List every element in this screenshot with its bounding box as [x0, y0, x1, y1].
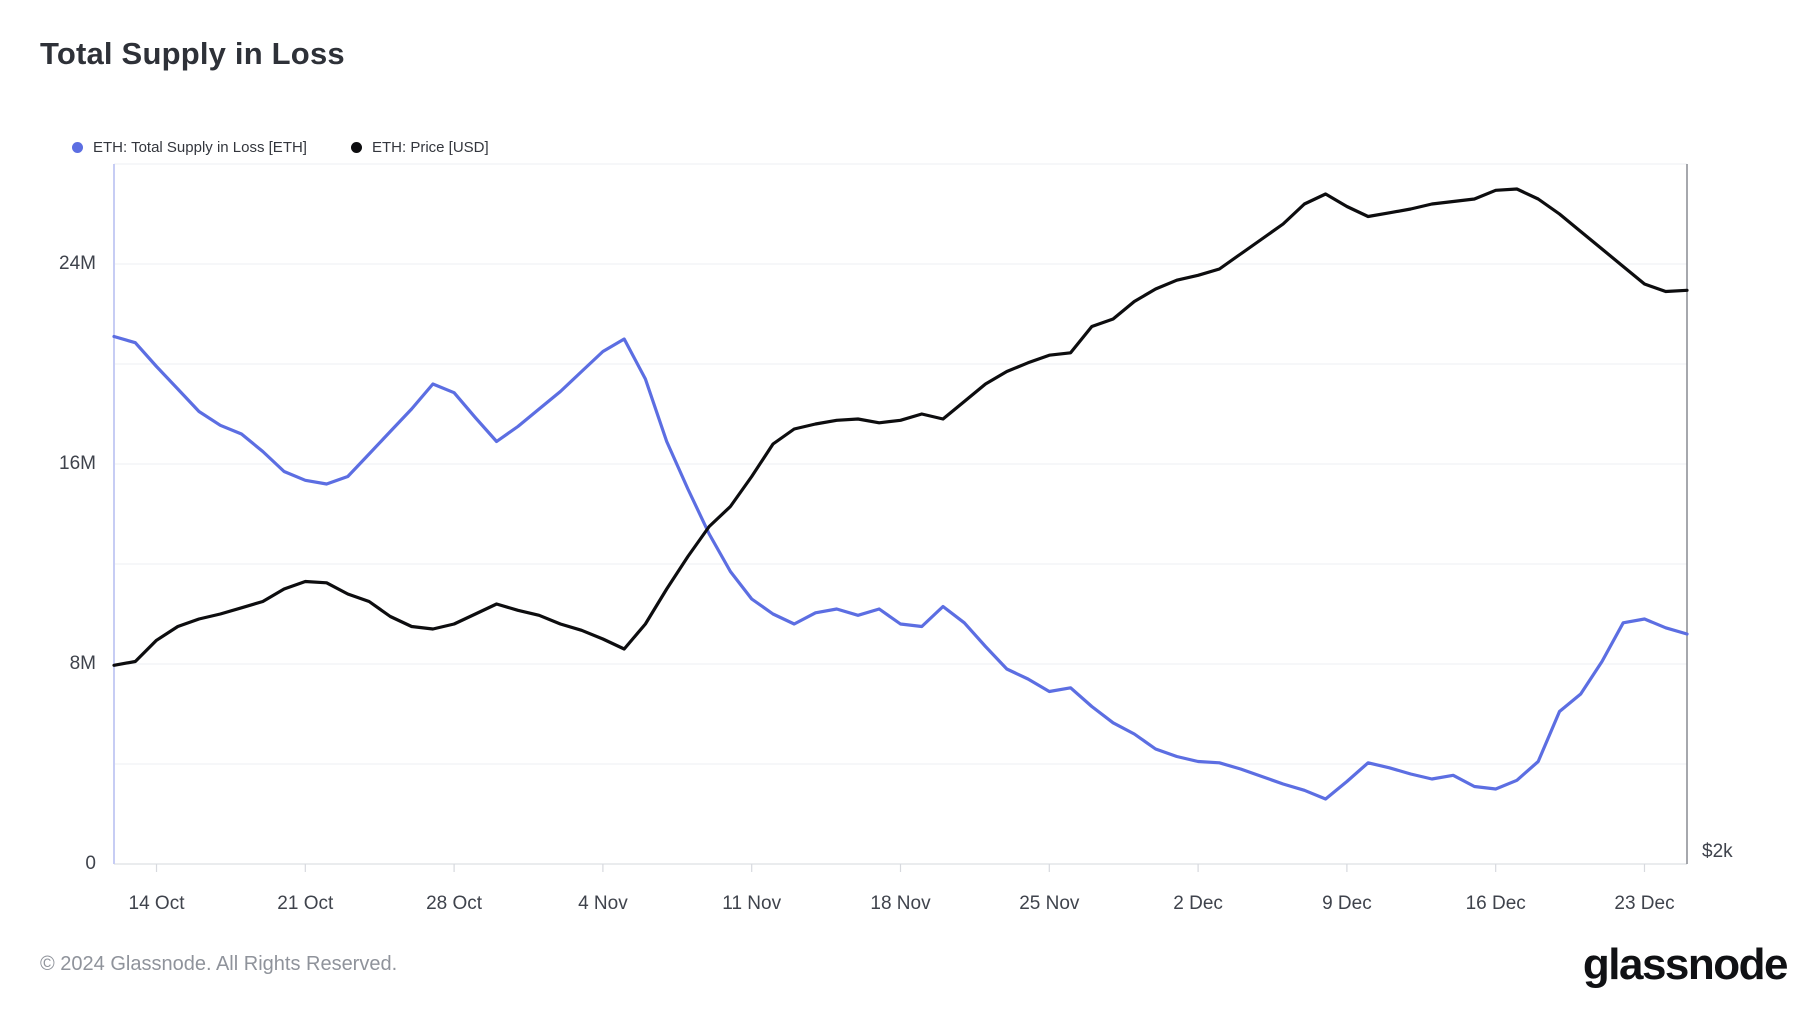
x-tick-label: 4 Nov: [578, 893, 628, 914]
y-tick-label: 24M: [59, 253, 96, 274]
legend-item-price[interactable]: ETH: Price [USD]: [350, 139, 489, 156]
right-axis-price-label: $2k: [1702, 841, 1733, 862]
x-tick-label: 25 Nov: [1019, 893, 1080, 914]
x-tick-label: 28 Oct: [426, 893, 483, 914]
y-tick-label: 0: [85, 853, 96, 874]
x-tick-label: 18 Nov: [870, 893, 931, 914]
supply-in-loss-line: [112, 334, 1689, 801]
price-line: [112, 187, 1689, 667]
price-legend-dot-icon: [350, 142, 362, 153]
footer-copyright: © 2024 Glassnode. All Rights Reserved.: [40, 953, 398, 975]
x-tick-label: 14 Oct: [128, 893, 185, 914]
legend-item-supply-in-loss[interactable]: ETH: Total Supply in Loss [ETH]: [72, 139, 307, 156]
y-tick-label: 8M: [69, 653, 96, 674]
glassnode-logo: glassnode: [1582, 940, 1789, 989]
x-tick-label: 16 Dec: [1465, 893, 1526, 914]
supply-in-loss-legend-dot-icon: [72, 142, 83, 153]
x-tick-label: 11 Nov: [722, 893, 782, 914]
x-tick-label: 23 Dec: [1614, 893, 1675, 914]
legend: ETH: Total Supply in Loss [ETH] ETH: Pri…: [72, 139, 489, 156]
legend-label-supply-in-loss: ETH: Total Supply in Loss [ETH]: [93, 139, 307, 156]
x-tick-label: 21 Oct: [277, 893, 334, 914]
x-tick-label: 2 Dec: [1173, 893, 1223, 914]
y-tick-label: 16M: [59, 453, 96, 474]
x-tick-label: 9 Dec: [1322, 893, 1372, 914]
chart-title: Total Supply in Loss: [40, 36, 345, 71]
legend-label-price: ETH: Price [USD]: [371, 139, 489, 156]
